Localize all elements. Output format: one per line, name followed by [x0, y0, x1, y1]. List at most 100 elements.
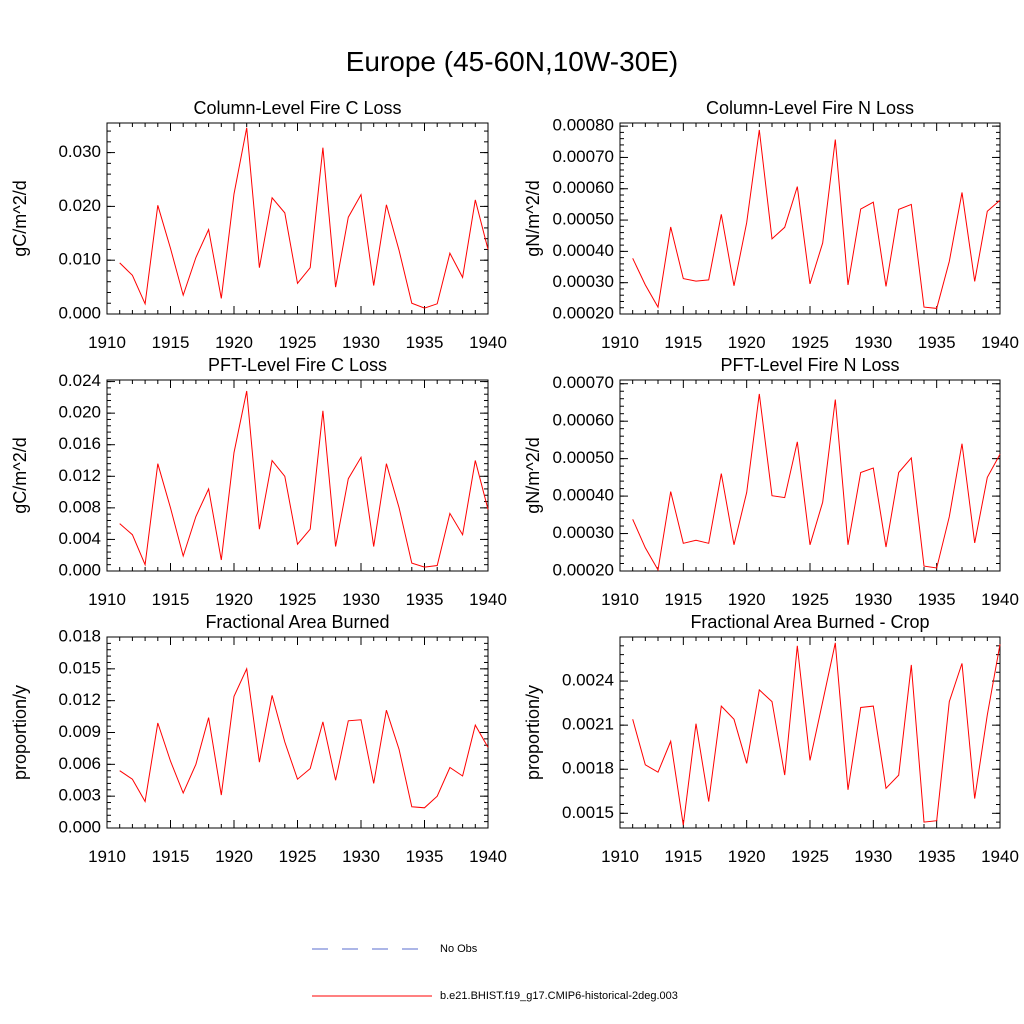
y-tick-label: 0.003	[58, 786, 101, 805]
chart-panel-3: PFT-Level Fire C Loss gC/m^2/d 1910 1915 192…	[10, 355, 507, 609]
y-tick-label: 0.012	[58, 466, 101, 485]
x-tick-label: 1925	[279, 590, 317, 609]
y-tick-label: 0.0021	[562, 715, 614, 734]
x-tick-label: 1925	[279, 333, 317, 352]
y-tick-label: 0.00020	[553, 560, 614, 579]
data-series-line	[632, 642, 1001, 826]
x-tick-label: 1935	[406, 590, 444, 609]
x-tick-label: 1930	[854, 590, 892, 609]
data-series-line	[632, 393, 1001, 572]
x-tick-label: 1925	[791, 590, 829, 609]
y-tick-label: 0.010	[58, 250, 101, 269]
y-tick-label: 0.009	[58, 722, 101, 741]
x-tick-label: 1930	[342, 590, 380, 609]
panel-title: PFT-Level Fire C Loss	[208, 355, 387, 375]
y-tick-label: 0.00050	[553, 448, 614, 467]
data-series-line	[119, 667, 489, 809]
chart-panel-6: Fractional Area Burned - Crop proportion/…	[523, 612, 1019, 866]
y-tick-label: 0.006	[58, 754, 101, 773]
x-tick-label: 1930	[342, 847, 380, 866]
y-tick-label: 0.00030	[553, 523, 614, 542]
y-tick-label: 0.020	[58, 196, 101, 215]
y-axis-label: gN/m^2/d	[523, 180, 543, 256]
x-tick-label: 1930	[854, 847, 892, 866]
y-axis-label: gC/m^2/d	[10, 180, 30, 256]
x-tick-label: 1940	[469, 847, 507, 866]
x-tick-label: 1910	[88, 333, 126, 352]
x-tick-label: 1910	[601, 847, 639, 866]
y-tick-label: 0.00080	[553, 116, 614, 135]
x-tick-label: 1935	[918, 333, 956, 352]
y-axis-label: proportion/y	[10, 685, 30, 780]
y-tick-label: 0.00070	[553, 373, 614, 392]
x-tick-label: 1920	[215, 847, 253, 866]
x-tick-label: 1915	[664, 590, 702, 609]
plot-frame	[106, 636, 489, 829]
x-tick-label: 1925	[791, 333, 829, 352]
y-tick-label: 0.000	[58, 817, 101, 836]
x-tick-label: 1910	[88, 590, 126, 609]
panel-title: Fractional Area Burned	[205, 612, 389, 632]
y-tick-label: 0.0015	[562, 803, 614, 822]
x-tick-label: 1935	[918, 847, 956, 866]
y-axis-label: proportion/y	[523, 685, 543, 780]
x-tick-label: 1940	[981, 847, 1019, 866]
data-series-line	[119, 127, 489, 309]
x-tick-label: 1915	[152, 847, 190, 866]
x-tick-label: 1915	[664, 847, 702, 866]
y-axis-label: gC/m^2/d	[10, 437, 30, 513]
y-tick-label: 0.00040	[553, 241, 614, 260]
x-tick-label: 1935	[406, 847, 444, 866]
y-tick-label: 0.00060	[553, 178, 614, 197]
y-tick-label: 0.0018	[562, 759, 614, 778]
y-tick-label: 0.000	[58, 560, 101, 579]
panel-title: Column-Level Fire C Loss	[193, 98, 401, 118]
x-tick-label: 1930	[854, 333, 892, 352]
y-tick-label: 0.012	[58, 690, 101, 709]
y-tick-label: 0.018	[58, 626, 101, 645]
x-tick-label: 1915	[664, 333, 702, 352]
x-tick-label: 1920	[728, 333, 766, 352]
x-tick-label: 1935	[406, 333, 444, 352]
x-tick-label: 1940	[981, 590, 1019, 609]
plot-frame	[106, 122, 489, 315]
plot-frame	[619, 636, 1001, 829]
y-tick-label: 0.030	[58, 142, 101, 161]
data-series-line	[119, 390, 489, 568]
y-tick-label: 0.015	[58, 658, 101, 677]
y-tick-label: 0.00070	[553, 147, 614, 166]
panel-title: Fractional Area Burned - Crop	[690, 612, 929, 632]
x-tick-label: 1910	[601, 333, 639, 352]
y-tick-label: 0.00040	[553, 486, 614, 505]
data-series-line	[632, 129, 1001, 309]
x-tick-label: 1930	[342, 333, 380, 352]
x-tick-label: 1940	[469, 333, 507, 352]
x-tick-label: 1925	[791, 847, 829, 866]
x-tick-label: 1935	[918, 590, 956, 609]
y-axis-label: gN/m^2/d	[523, 437, 543, 513]
legend-label-no-obs: No Obs	[440, 943, 478, 955]
y-tick-label: 0.004	[58, 529, 101, 548]
y-tick-label: 0.00020	[553, 303, 614, 322]
y-tick-label: 0.000	[58, 303, 101, 322]
x-tick-label: 1940	[469, 590, 507, 609]
y-tick-label: 0.0024	[562, 671, 614, 690]
chart-panel-2: Column-Level Fire N Loss gN/m^2/d 1910 1915…	[523, 98, 1019, 352]
y-tick-label: 0.00050	[553, 210, 614, 229]
y-tick-label: 0.00030	[553, 272, 614, 291]
x-tick-label: 1915	[152, 590, 190, 609]
panel-title: Column-Level Fire N Loss	[706, 98, 914, 118]
chart-panel-5: Fractional Area Burned proportion/y 1910 19…	[10, 612, 507, 866]
chart-panel-1: Column-Level Fire C Loss gC/m^2/d 1910 1915…	[10, 98, 507, 352]
x-tick-label: 1920	[215, 333, 253, 352]
figure-title: Europe (45-60N,10W-30E)	[345, 46, 679, 77]
x-tick-label: 1915	[152, 333, 190, 352]
y-tick-label: 0.020	[58, 403, 101, 422]
y-tick-label: 0.00060	[553, 411, 614, 430]
x-tick-label: 1940	[981, 333, 1019, 352]
y-tick-label: 0.008	[58, 497, 101, 516]
chart-panel-4: PFT-Level Fire N Loss gN/m^2/d 1910 1915 192…	[523, 355, 1019, 609]
y-tick-label: 0.016	[58, 434, 101, 453]
legend: No Obs b.e21.BHIST.f19_g17.CMIP6-historic…	[312, 943, 678, 1002]
